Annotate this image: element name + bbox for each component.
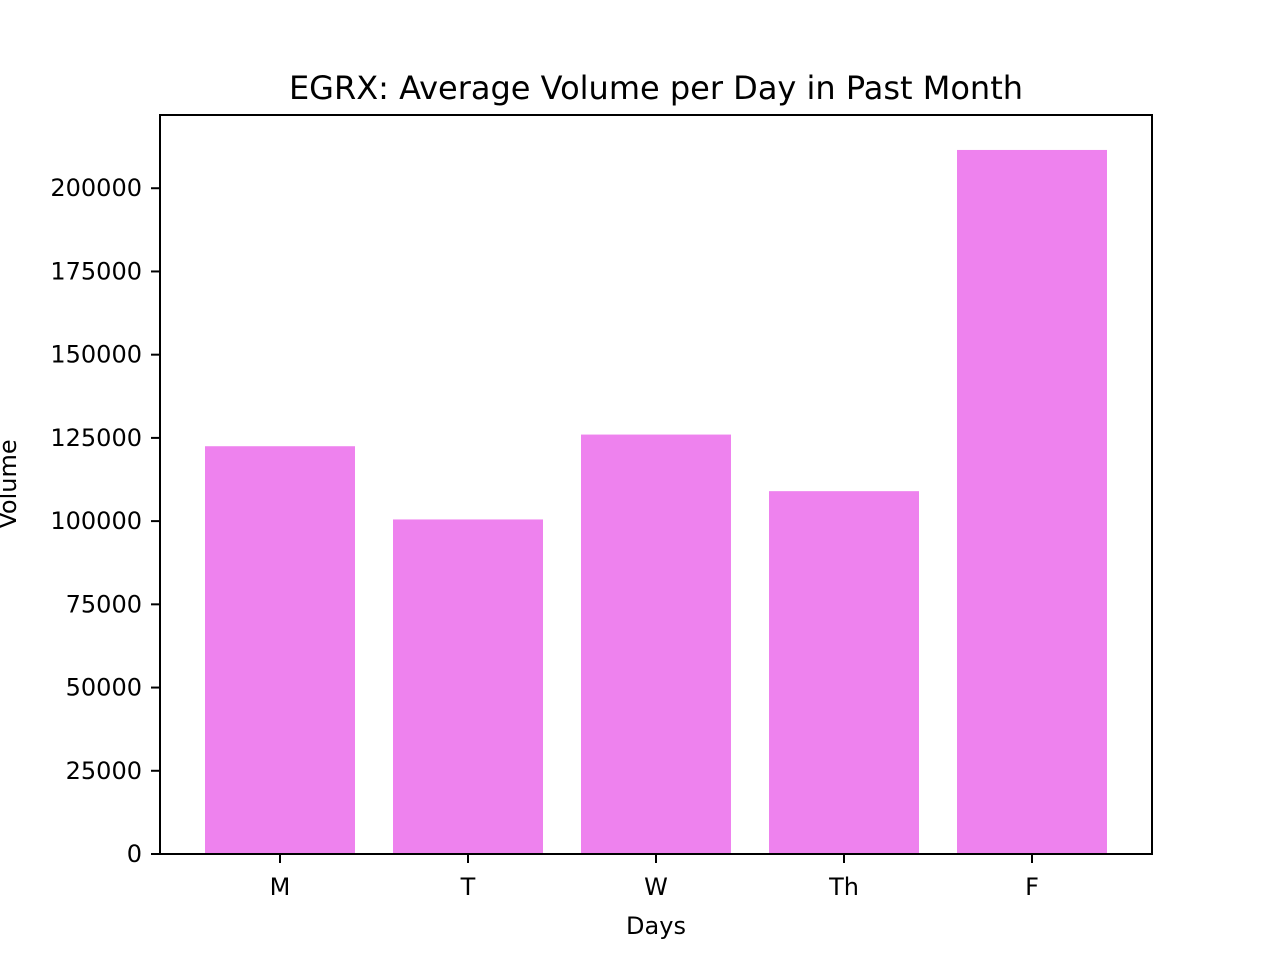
bar-w	[581, 434, 731, 854]
y-tick-label: 25000	[66, 757, 142, 785]
y-tick-label: 75000	[66, 590, 142, 618]
chart-title: EGRX: Average Volume per Day in Past Mon…	[289, 69, 1023, 107]
y-tick-label: 0	[127, 840, 142, 868]
y-axis-label: Volume	[0, 439, 22, 528]
bar-th	[769, 491, 919, 854]
x-tick-label: W	[644, 873, 668, 901]
y-tick-label: 175000	[50, 257, 142, 285]
y-tick-label: 50000	[66, 674, 142, 702]
bars-layer	[205, 149, 1107, 854]
y-tick-label: 150000	[50, 341, 142, 369]
x-tick-label: M	[270, 873, 291, 901]
x-tick-label: Th	[828, 873, 859, 901]
x-tick-label: T	[460, 873, 476, 901]
y-tick-label: 200000	[50, 174, 142, 202]
bar-m	[205, 446, 355, 854]
y-tick-label: 125000	[50, 424, 142, 452]
x-tick-label: F	[1025, 873, 1039, 901]
y-tick-label: 100000	[50, 507, 142, 535]
bar-t	[393, 519, 543, 854]
x-axis-ticks: M T W Th F	[270, 854, 1039, 901]
bar-f	[957, 149, 1107, 854]
y-axis-ticks: 0 25000 50000 75000 100000 125000 150000 175000…	[50, 174, 160, 868]
x-axis-label: Days	[626, 912, 686, 940]
